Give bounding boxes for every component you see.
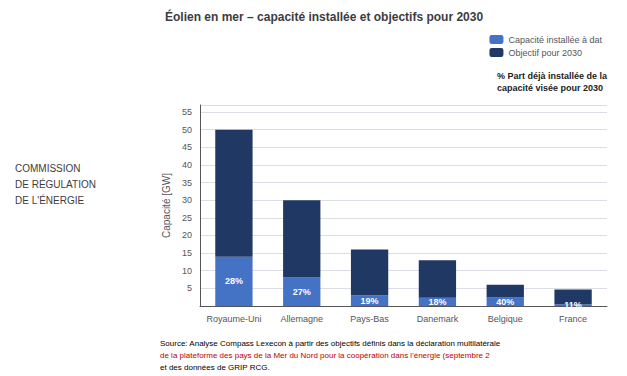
svg-text:Danemark: Danemark	[417, 314, 459, 324]
svg-text:35: 35	[182, 178, 192, 188]
svg-text:28%: 28%	[225, 276, 243, 286]
svg-text:15: 15	[182, 248, 192, 258]
svg-text:Royaume-Uni: Royaume-Uni	[206, 314, 261, 324]
svg-text:Allemagne: Allemagne	[280, 314, 323, 324]
svg-text:27%: 27%	[293, 287, 311, 297]
svg-text:DE RÉGULATION: DE RÉGULATION	[15, 178, 96, 190]
svg-text:Capacité installée à dat: Capacité installée à dat	[508, 35, 602, 45]
svg-text:18%: 18%	[428, 297, 446, 307]
svg-text:40: 40	[182, 160, 192, 170]
svg-text:DE L'ÉNERGIE: DE L'ÉNERGIE	[15, 194, 84, 206]
svg-text:45: 45	[182, 142, 192, 152]
svg-text:40%: 40%	[496, 297, 514, 307]
svg-text:Capacité [GW]: Capacité [GW]	[161, 173, 172, 238]
svg-text:30: 30	[182, 195, 192, 205]
svg-text:25: 25	[182, 213, 192, 223]
svg-text:Pays-Bas: Pays-Bas	[350, 314, 389, 324]
svg-text:Éolien en mer – capacité insta: Éolien en mer – capacité installée et ob…	[165, 9, 483, 24]
svg-text:Belgique: Belgique	[488, 314, 523, 324]
svg-text:10: 10	[182, 266, 192, 276]
svg-text:19%: 19%	[361, 296, 379, 306]
svg-text:de la plateforme des pays de l: de la plateforme des pays de la Mer du N…	[160, 351, 490, 360]
svg-text:France: France	[559, 314, 587, 324]
svg-text:Objectif pour 2030: Objectif pour 2030	[508, 48, 582, 58]
svg-text:capacité visée pour 2030: capacité visée pour 2030	[497, 83, 603, 93]
svg-text:5: 5	[187, 283, 192, 293]
svg-text:50: 50	[182, 125, 192, 135]
svg-text:Source: Analyse Compass Lexeco: Source: Analyse Compass Lexecon à partir…	[160, 339, 501, 348]
svg-text:et des données de GRIP RCG.: et des données de GRIP RCG.	[160, 363, 270, 372]
svg-text:55: 55	[182, 107, 192, 117]
svg-text:COMMISSION: COMMISSION	[15, 163, 81, 174]
svg-text:20: 20	[182, 230, 192, 240]
svg-text:11%: 11%	[564, 300, 582, 310]
svg-text:% Part déjà installée de la: % Part déjà installée de la	[497, 71, 608, 81]
